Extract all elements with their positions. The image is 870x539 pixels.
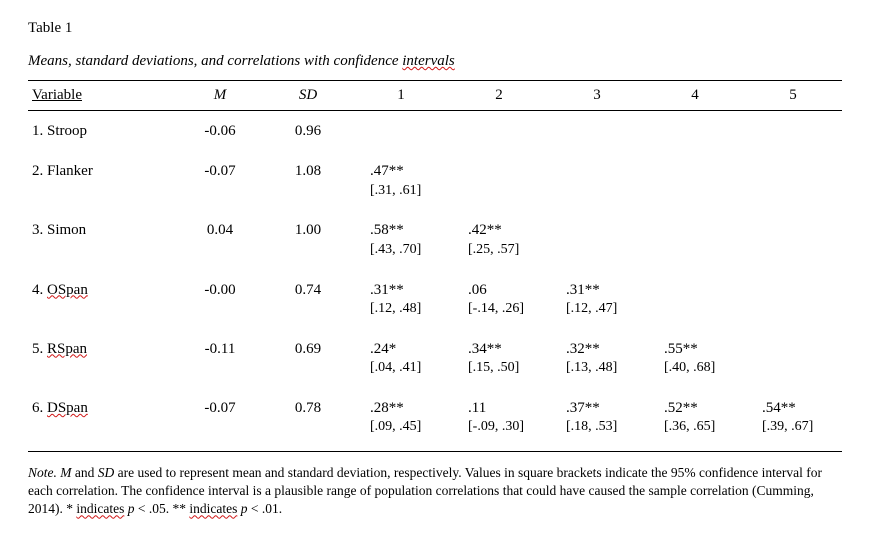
table-note: Note. M and SD are used to represent mea…	[28, 464, 842, 519]
col-1: 1	[352, 81, 450, 111]
cell-sd: 0.96	[264, 111, 352, 152]
cell-corr: .31**[.12, .47]	[548, 270, 646, 329]
col-mean: M	[176, 81, 264, 111]
cell-sd: 0.74	[264, 270, 352, 329]
cell-corr: .58**[.43, .70]	[352, 210, 450, 269]
table-row: 6. DSpan -0.07 0.78 .28**[.09, .45] .11[…	[28, 388, 842, 452]
cell-corr: .52**[.36, .65]	[646, 388, 744, 452]
cell-sd: 1.08	[264, 151, 352, 210]
cell-corr: .55**[.40, .68]	[646, 329, 744, 388]
cell-m: 0.04	[176, 210, 264, 269]
table-row: 2. Flanker -0.07 1.08 .47**[.31, .61]	[28, 151, 842, 210]
cell-corr: .31**[.12, .48]	[352, 270, 450, 329]
table-row: 3. Simon 0.04 1.00 .58**[.43, .70] .42**…	[28, 210, 842, 269]
cell-corr: .28**[.09, .45]	[352, 388, 450, 452]
table-row: 1. Stroop -0.06 0.96	[28, 111, 842, 152]
row-label: 2. Flanker	[28, 151, 176, 210]
cell-m: -0.06	[176, 111, 264, 152]
table-row: 4. OSpan -0.00 0.74 .31**[.12, .48] .06[…	[28, 270, 842, 329]
row-label: 4. OSpan	[28, 270, 176, 329]
caption-text: Means, standard deviations, and correlat…	[28, 53, 402, 69]
caption-underlined-word: intervals	[402, 53, 455, 69]
cell-corr: .32**[.13, .48]	[548, 329, 646, 388]
col-5: 5	[744, 81, 842, 111]
cell-corr: .42**[.25, .57]	[450, 210, 548, 269]
cell-corr: .34**[.15, .50]	[450, 329, 548, 388]
cell-m: -0.07	[176, 151, 264, 210]
col-4: 4	[646, 81, 744, 111]
cell-corr: .24*[.04, .41]	[352, 329, 450, 388]
header-row: Variable M SD 1 2 3 4 5	[28, 81, 842, 111]
col-sd: SD	[264, 81, 352, 111]
cell-corr: .37**[.18, .53]	[548, 388, 646, 452]
cell-sd: 0.69	[264, 329, 352, 388]
cell-sd: 0.78	[264, 388, 352, 452]
cell-m: -0.07	[176, 388, 264, 452]
cell-corr: .47**[.31, .61]	[352, 151, 450, 210]
cell-corr: .54**[.39, .67]	[744, 388, 842, 452]
col-2: 2	[450, 81, 548, 111]
cell-m: -0.11	[176, 329, 264, 388]
table-label: Table 1	[28, 20, 842, 37]
table-row: 5. RSpan -0.11 0.69 .24*[.04, .41] .34**…	[28, 329, 842, 388]
row-label: 1. Stroop	[28, 111, 176, 152]
table-caption: Means, standard deviations, and correlat…	[28, 53, 842, 70]
cell-corr: .11[-.09, .30]	[450, 388, 548, 452]
cell-sd: 1.00	[264, 210, 352, 269]
col-3: 3	[548, 81, 646, 111]
note-lead: Note. M	[28, 465, 72, 480]
row-label: 6. DSpan	[28, 388, 176, 452]
col-variable: Variable	[28, 81, 176, 111]
correlation-table: Variable M SD 1 2 3 4 5 1. Stroop -0.06 …	[28, 80, 842, 452]
cell-m: -0.00	[176, 270, 264, 329]
cell-corr: .06[-.14, .26]	[450, 270, 548, 329]
row-label: 5. RSpan	[28, 329, 176, 388]
row-label: 3. Simon	[28, 210, 176, 269]
